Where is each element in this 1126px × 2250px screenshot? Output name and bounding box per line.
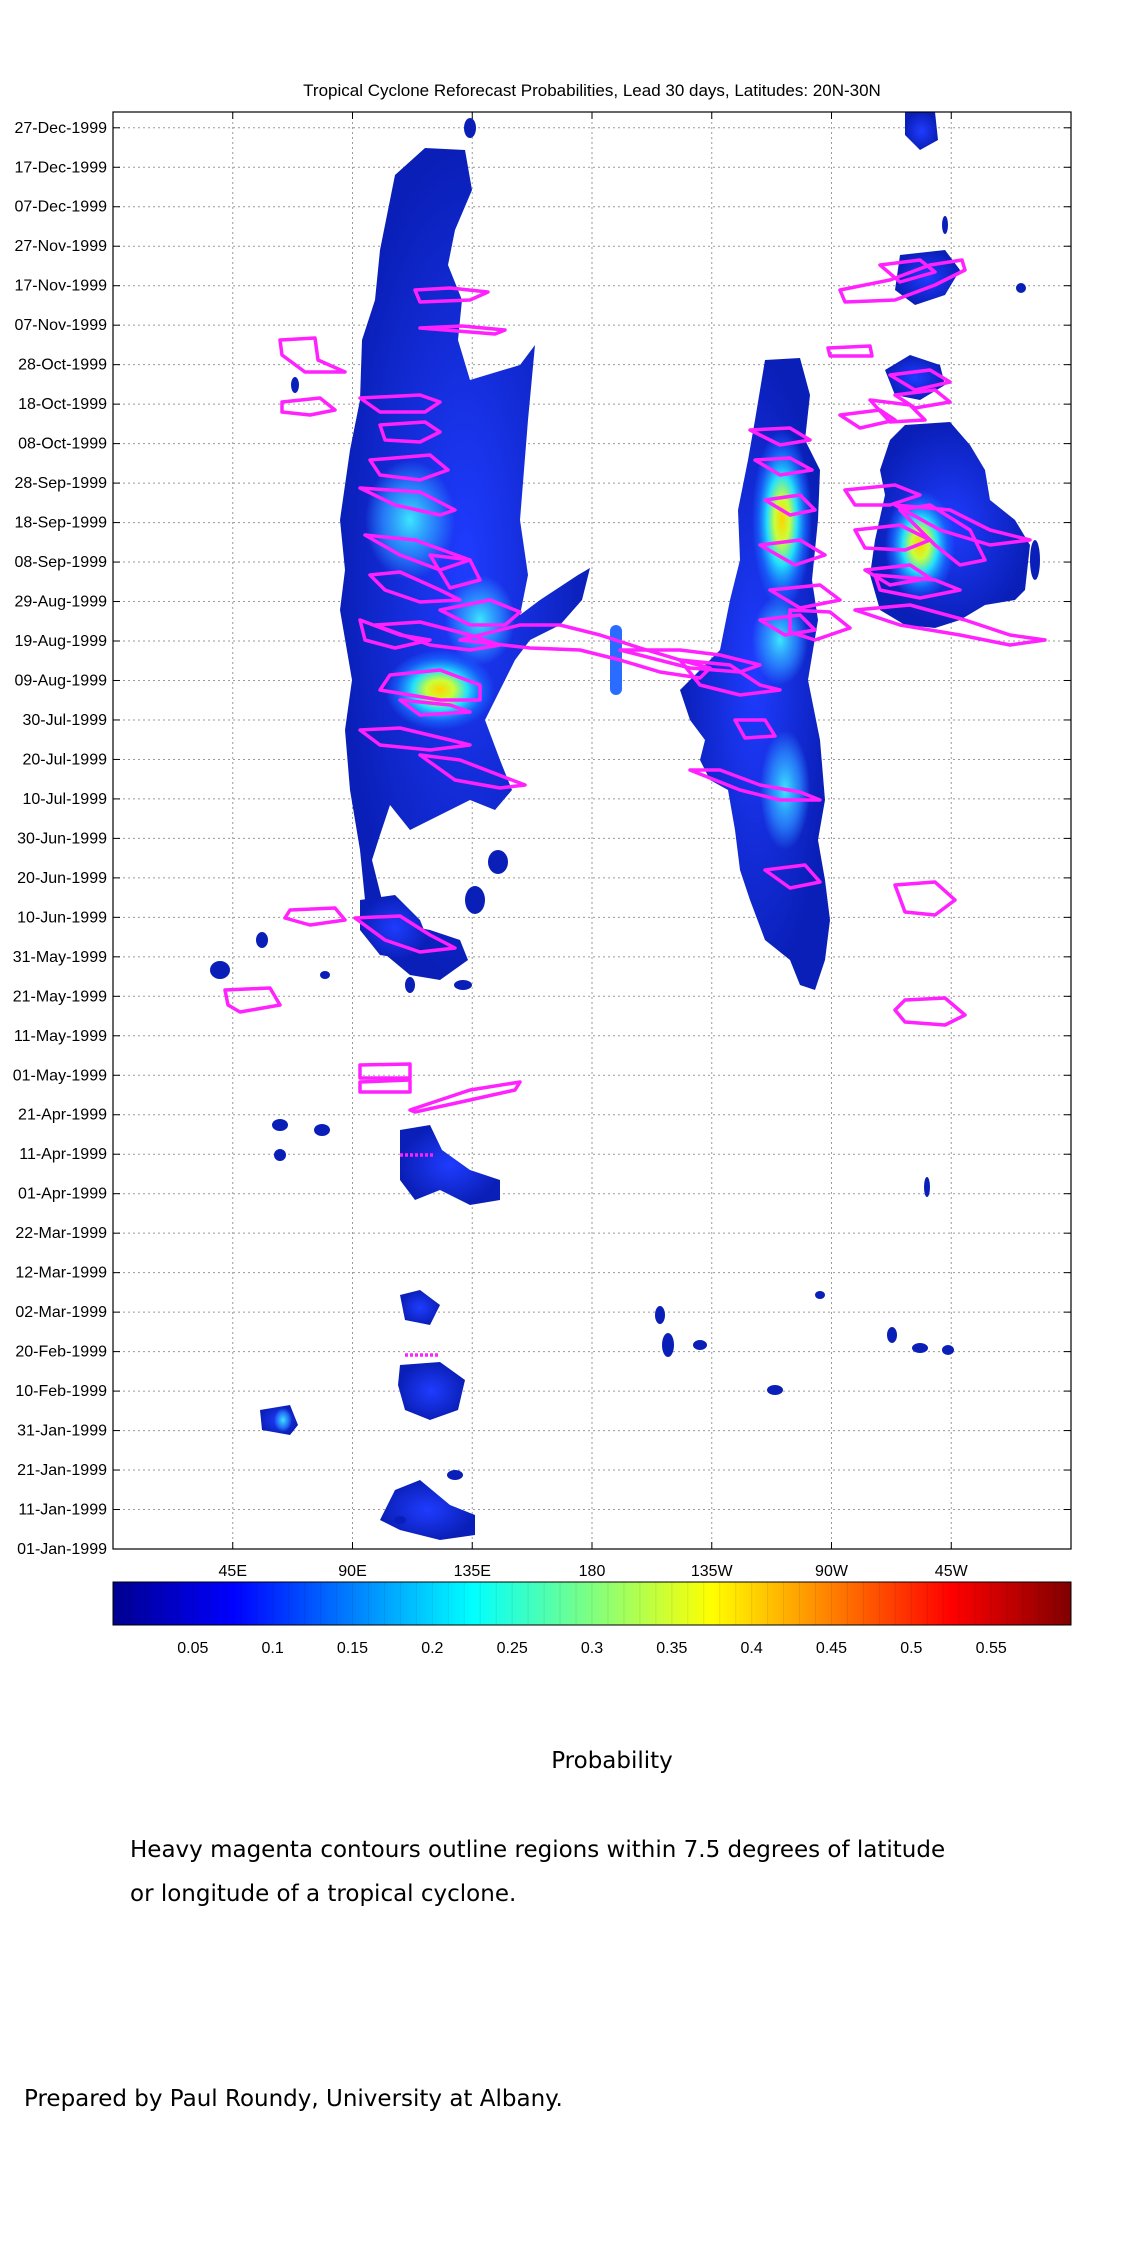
colorbar [112,1581,1072,1626]
y-tick-label: 31-Jan-1999 [17,1423,107,1440]
y-tick-label: 07-Nov-1999 [15,317,108,334]
y-tick-label: 29-Aug-1999 [14,594,107,611]
y-tick-label: 07-Dec-1999 [15,199,108,216]
y-tick-label: 17-Dec-1999 [15,159,108,176]
y-tick-label: 27-Dec-1999 [15,120,108,137]
y-tick-label: 10-Feb-1999 [15,1383,107,1400]
y-tick-label: 11-Apr-1999 [19,1146,107,1163]
may-patch [360,895,430,960]
contour-note: Heavy magenta contours outline regions w… [130,1828,945,1916]
x-tick-label: 45E [219,1563,247,1580]
y-tick-label: 01-May-1999 [13,1067,107,1084]
x-axis: 45E 90E 135E 180 135W 90W 45W [219,112,969,1580]
y-tick-label: 20-Jun-1999 [17,870,107,887]
y-tick-label: 21-Apr-1999 [18,1107,107,1124]
y-tick-label: 01-Jan-1999 [17,1541,107,1558]
y-tick-label: 21-Jan-1999 [17,1462,107,1479]
y-axis: 27-Dec-1999 17-Dec-1999 07-Dec-1999 27-Nov-… [13,120,1071,1558]
colorbar-tick-label: 0.45 [816,1640,847,1657]
colorbar-tick-label: 0.35 [656,1640,687,1657]
colorbar-tick-label: 0.15 [337,1640,368,1657]
winter-patch-b [380,1480,475,1540]
winter-patch-a [398,1362,465,1420]
winter-hotspot [274,1408,292,1432]
colorbar-steps [128,1582,1056,1625]
colorbar-tick-label: 0.1 [262,1640,284,1657]
x-tick-label: 135E [454,1563,491,1580]
scattered-dots [210,118,1040,1524]
atlantic-region-north [885,355,945,400]
contour-note-line-1: Heavy magenta contours outline regions w… [130,1837,946,1863]
colorbar-tick-label: 0.05 [177,1640,208,1657]
y-tick-label: 31-May-1999 [13,949,107,966]
y-tick-label: 28-Sep-1999 [14,475,107,492]
y-tick-label: 18-Oct-1999 [18,396,107,413]
spring-patch-a [400,1125,500,1205]
x-tick-label: 45W [935,1563,969,1580]
colorbar-tick-label: 0.55 [976,1640,1007,1657]
atlantic-region-top-cap [905,112,938,150]
y-tick-label: 20-Feb-1999 [15,1344,107,1361]
spring-patch-b [400,1290,440,1325]
y-tick-label: 21-May-1999 [13,988,107,1005]
x-tick-label: 90E [338,1563,366,1580]
y-tick-label: 11-May-1999 [14,1028,107,1045]
cyclone-contours [223,258,1047,1357]
y-tick-label: 22-Mar-1999 [15,1225,107,1242]
x-tick-label: 135W [691,1563,734,1580]
hotspot-wp-aug2 [445,575,515,665]
y-tick-label: 17-Nov-1999 [15,278,108,295]
contour-note-line-2: or longitude of a tropical cyclone. [130,1881,517,1907]
colorbar-tick-label: 0.5 [900,1640,922,1657]
y-tick-label: 08-Oct-1999 [18,436,107,453]
y-tick-label: 30-Jun-1999 [17,830,107,847]
colorbar-tick-label: 0.2 [421,1640,443,1657]
y-tick-label: 08-Sep-1999 [14,554,107,571]
x-tick-label: 90W [815,1563,849,1580]
y-tick-label: 20-Jul-1999 [23,751,108,768]
y-tick-label: 01-Apr-1999 [18,1186,107,1203]
y-tick-label: 18-Sep-1999 [14,515,107,532]
y-tick-label: 30-Jul-1999 [23,712,108,729]
y-tick-label: 09-Aug-1999 [14,672,107,689]
colorbar-label: Probability [551,1748,673,1774]
y-tick-label: 10-Jun-1999 [17,909,107,926]
credit-note: Prepared by Paul Roundy, University at A… [24,2086,563,2112]
y-tick-label: 27-Nov-1999 [15,238,108,255]
west-pacific-region [340,148,590,980]
colorbar-ticks: 0.05 0.1 0.15 0.2 0.25 0.3 0.35 0.4 0.45 0.5 0.55 [177,1640,1007,1657]
y-tick-label: 11-Jan-1999 [18,1502,107,1519]
y-tick-label: 12-Mar-1999 [15,1265,107,1282]
colorbar-tick-label: 0.4 [741,1640,763,1657]
plot-area [113,112,1071,1549]
y-tick-label: 19-Aug-1999 [14,633,107,650]
colorbar-tick-label: 0.25 [497,1640,528,1657]
x-tick-label: 180 [579,1563,606,1580]
colorbar-tick-label: 0.3 [581,1640,603,1657]
chart-title: Tropical Cyclone Reforecast Probabilitie… [303,81,881,100]
y-tick-label: 02-Mar-1999 [15,1304,107,1321]
y-tick-label: 28-Oct-1999 [18,357,107,374]
y-tick-label: 10-Jul-1999 [23,791,108,808]
